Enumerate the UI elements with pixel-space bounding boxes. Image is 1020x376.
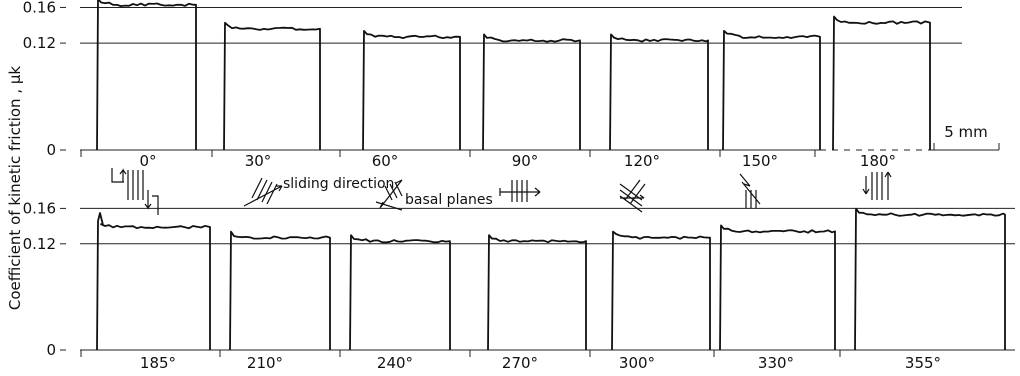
- angle-label-120deg: 120°: [624, 152, 660, 170]
- y-axis-title: Coefficient of kinetic friction , μk: [6, 66, 24, 311]
- friction-trace-240deg: [349, 234, 451, 351]
- friction-trace-355deg: [854, 207, 1006, 351]
- y-tick-label-0: 0: [46, 341, 56, 359]
- friction-trace-90deg: [482, 33, 581, 151]
- orientation-sketch-90: [499, 180, 541, 202]
- y-tick-label-0_12: 0.12: [23, 235, 56, 253]
- orientation-sketch-150: [739, 173, 761, 208]
- y-tick-label-0_16: 0.16: [23, 199, 56, 217]
- angle-label-270deg: 270°: [502, 354, 538, 372]
- angle-label-185deg: 185°: [140, 354, 176, 372]
- angle-label-30deg: 30°: [245, 152, 272, 170]
- friction-trace-185deg: [96, 212, 211, 351]
- angle-label-210deg: 210°: [247, 354, 283, 372]
- orientation-sketch-180: [862, 171, 892, 200]
- basal-planes-label: basal planes: [405, 192, 493, 208]
- orientation-sketch-60: [375, 179, 403, 211]
- angle-label-60deg: 60°: [372, 152, 399, 170]
- y-tick-label-0_16: 0.16: [23, 0, 56, 16]
- orientation-sketch-30: [243, 177, 283, 207]
- friction-trace-0deg: [96, 0, 197, 151]
- y-tick-label-0: 0: [46, 141, 56, 159]
- angle-label-180deg: 180°: [860, 152, 896, 170]
- angle-label-240deg: 240°: [377, 354, 413, 372]
- scale-bar: 5 mm: [933, 123, 1000, 151]
- friction-trace-120deg: [609, 33, 709, 151]
- bottom-panel: 0 0.12 0.16 185° 210° 240° 270° 300° 330° 355°: [23, 199, 1015, 372]
- friction-trace-270deg: [487, 234, 587, 351]
- friction-trace-180deg: [832, 15, 931, 151]
- orientation-sketch-0: [111, 168, 159, 215]
- orientation-sketch-120: [619, 179, 646, 213]
- y-tick-label-0_12: 0.12: [23, 34, 56, 52]
- angle-label-330deg: 330°: [758, 354, 794, 372]
- friction-trace-300deg: [611, 230, 711, 351]
- friction-trace-150deg: [722, 29, 821, 151]
- friction-trace-60deg: [362, 29, 461, 151]
- angle-label-90deg: 90°: [512, 152, 539, 170]
- sliding-direction-label: sliding direction: [283, 176, 394, 192]
- angle-label-300deg: 300°: [619, 354, 655, 372]
- friction-trace-330deg: [719, 224, 836, 351]
- friction-trace-210deg: [229, 230, 331, 351]
- top-panel: 0 0.12 0.16 0° 30° 60° 90° 120° 150° 180°: [23, 0, 962, 170]
- angle-label-150deg: 150°: [742, 152, 778, 170]
- angle-label-0deg: 0°: [139, 152, 156, 170]
- friction-trace-30deg: [223, 21, 321, 151]
- angle-label-355deg: 355°: [905, 354, 941, 372]
- scale-bar-label: 5 mm: [944, 123, 988, 141]
